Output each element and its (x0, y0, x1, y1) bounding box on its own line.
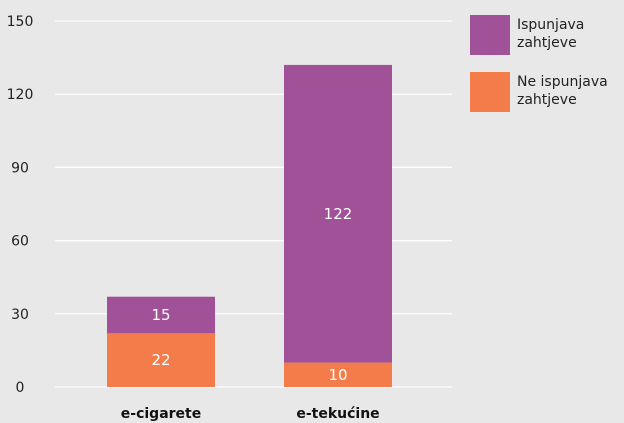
bar-segment (107, 333, 215, 387)
y-tick-label: 90 (11, 160, 29, 176)
legend-label: Ispunjava zahtjeve (517, 17, 584, 51)
data-label: 10 (328, 366, 347, 384)
data-label: 15 (151, 306, 170, 324)
bar-segment (284, 64, 392, 363)
data-label: 122 (324, 205, 353, 223)
data-label: 22 (151, 351, 170, 369)
y-tick-label: 60 (11, 234, 29, 250)
bar-segment (284, 362, 392, 387)
legend-swatch (470, 15, 510, 55)
legend-swatch (470, 72, 510, 112)
y-tick-label: 0 (16, 380, 25, 396)
y-tick-label: 30 (11, 307, 29, 323)
category-label: e-tekućine (296, 406, 379, 422)
bar-segment (107, 296, 215, 334)
y-tick-label: 150 (7, 14, 34, 30)
y-tick-label: 120 (7, 87, 34, 103)
legend-label: Ne ispunjava zahtjeve (517, 74, 608, 108)
category-label: e-cigarete (121, 406, 201, 422)
